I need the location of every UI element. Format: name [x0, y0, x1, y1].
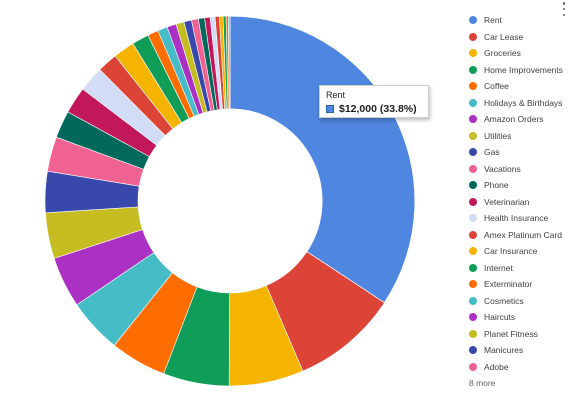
legend-swatch [469, 329, 477, 338]
legend-item[interactable]: Exterminator [469, 276, 569, 293]
legend-item[interactable]: Groceries [469, 45, 569, 62]
legend-item[interactable]: Adobe [469, 359, 569, 376]
legend-swatch [469, 164, 477, 173]
legend-swatch [469, 82, 477, 91]
legend-label: Groceries [484, 48, 521, 59]
legend-item[interactable]: Rent [469, 12, 569, 29]
more-options-icon[interactable] [561, 2, 567, 16]
legend-label: Gas [484, 147, 500, 158]
legend-item[interactable]: Coffee [469, 78, 569, 95]
legend-swatch [469, 362, 477, 371]
legend-label: Rent [484, 15, 502, 26]
legend-label: Exterminator [484, 279, 533, 290]
legend-swatch [469, 148, 477, 157]
donut-slice-other-29[interactable] [228, 15, 231, 110]
legend-swatch [469, 263, 477, 272]
legend-label: Internet [484, 262, 513, 273]
legend-label: Amazon Orders [484, 114, 544, 125]
legend-item[interactable]: Gas [469, 144, 569, 161]
legend-label: Manicures [484, 345, 524, 356]
legend-item[interactable]: Car Lease [469, 29, 569, 46]
legend-item[interactable]: Haircuts [469, 309, 569, 326]
legend-label: Coffee [484, 81, 509, 92]
legend-swatch [469, 197, 477, 206]
legend-item[interactable]: Internet [469, 260, 569, 277]
legend-item[interactable]: Amazon Orders [469, 111, 569, 128]
legend-label: Health Insurance [484, 213, 549, 224]
legend-item[interactable]: Vacations [469, 161, 569, 178]
legend-label: Car Insurance [484, 246, 538, 257]
chart-legend: Rent Car Lease Groceries Home Improvements C… [469, 12, 569, 390]
legend-label: Utilities [484, 130, 512, 141]
legend-swatch [469, 280, 477, 289]
tooltip-value: $12,000 (33.8%) [339, 102, 417, 115]
legend-swatch [469, 296, 477, 305]
legend-item[interactable]: Planet Fitness [469, 326, 569, 343]
legend-swatch [469, 181, 477, 190]
legend-label: Adobe [484, 361, 509, 372]
legend-item[interactable]: Home Improvements [469, 62, 569, 79]
legend-swatch [469, 98, 477, 107]
legend-item[interactable]: Phone [469, 177, 569, 194]
legend-item[interactable]: Car Insurance [469, 243, 569, 260]
legend-label: Veterinarian [484, 196, 530, 207]
legend-swatch [469, 346, 477, 355]
legend-swatch [469, 247, 477, 256]
chart-tooltip: Rent $12,000 (33.8%) [319, 85, 429, 118]
legend-item[interactable]: Cosmetics [469, 293, 569, 310]
legend-label: Home Improvements [484, 64, 563, 75]
legend-item[interactable]: Manicures [469, 342, 569, 359]
legend-swatch [469, 115, 477, 124]
donut-slice-rent[interactable] [229, 15, 416, 304]
legend-label: Cosmetics [484, 295, 524, 306]
legend-label: Holidays & Birthdays [484, 97, 563, 108]
legend-label: Car Lease [484, 31, 524, 42]
legend-swatch [469, 131, 477, 140]
tooltip-swatch [326, 104, 334, 113]
legend-swatch [469, 313, 477, 322]
legend-swatch [469, 214, 477, 223]
legend-item[interactable]: Amex Platinum Card [469, 227, 569, 244]
legend-label: Phone [484, 180, 509, 191]
legend-item[interactable]: Veterinarian [469, 194, 569, 211]
legend-swatch [469, 65, 477, 74]
legend-label: Vacations [484, 163, 521, 174]
tooltip-title: Rent [326, 90, 346, 100]
legend-swatch [469, 230, 477, 239]
legend-swatch [469, 32, 477, 41]
legend-item[interactable]: Health Insurance [469, 210, 569, 227]
legend-item[interactable]: Holidays & Birthdays [469, 95, 569, 112]
legend-label: Amex Platinum Card [484, 229, 562, 240]
legend-item[interactable]: Utilities [469, 128, 569, 145]
legend-swatch [469, 16, 477, 25]
legend-swatch [469, 49, 477, 58]
legend-label: Planet Fitness [484, 328, 538, 339]
legend-label: Haircuts [484, 312, 516, 323]
legend-more-link[interactable]: 8 more [469, 378, 496, 388]
